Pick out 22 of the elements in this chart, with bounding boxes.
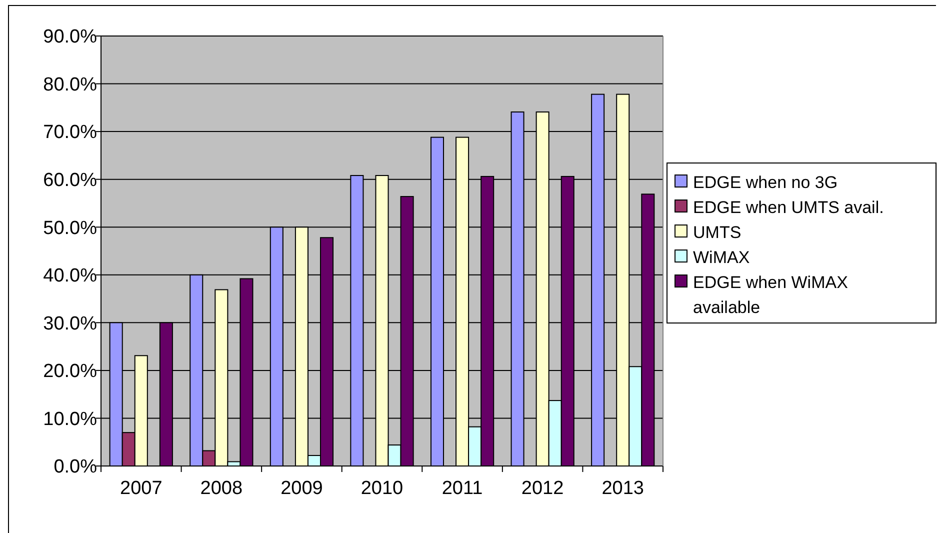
legend-label: EDGE when no 3G xyxy=(693,173,838,192)
legend-label: UMTS xyxy=(693,223,742,242)
legend-label: EDGE when UMTS avail. xyxy=(693,198,884,217)
y-tick-label: 20.0% xyxy=(43,361,98,382)
y-tick-label: 40.0% xyxy=(43,266,98,287)
y-tick-label: 10.0% xyxy=(43,408,98,430)
y-tick-label: 30.0% xyxy=(43,313,98,334)
x-tick-label: 2012 xyxy=(521,478,564,499)
x-tick-label: 2010 xyxy=(360,478,404,499)
legend-label: EDGE when WiMAX available xyxy=(693,273,848,317)
x-tick-label: 2011 xyxy=(442,478,483,499)
y-tick-label: 0.0% xyxy=(54,456,98,478)
x-tick-label: 2007 xyxy=(120,478,162,499)
y-tick-label: 70.0% xyxy=(43,122,98,144)
legend-label: WiMAX xyxy=(693,248,750,267)
y-tick-label: 60.0% xyxy=(43,170,98,191)
y-tick-label: 90.0% xyxy=(43,26,98,48)
x-tick-label: 2008 xyxy=(200,478,243,499)
y-tick-label: 50.0% xyxy=(43,218,98,239)
x-tick-label: 2009 xyxy=(280,478,323,499)
x-tick-label: 2013 xyxy=(602,478,644,499)
y-tick-label: 80.0% xyxy=(43,74,98,96)
